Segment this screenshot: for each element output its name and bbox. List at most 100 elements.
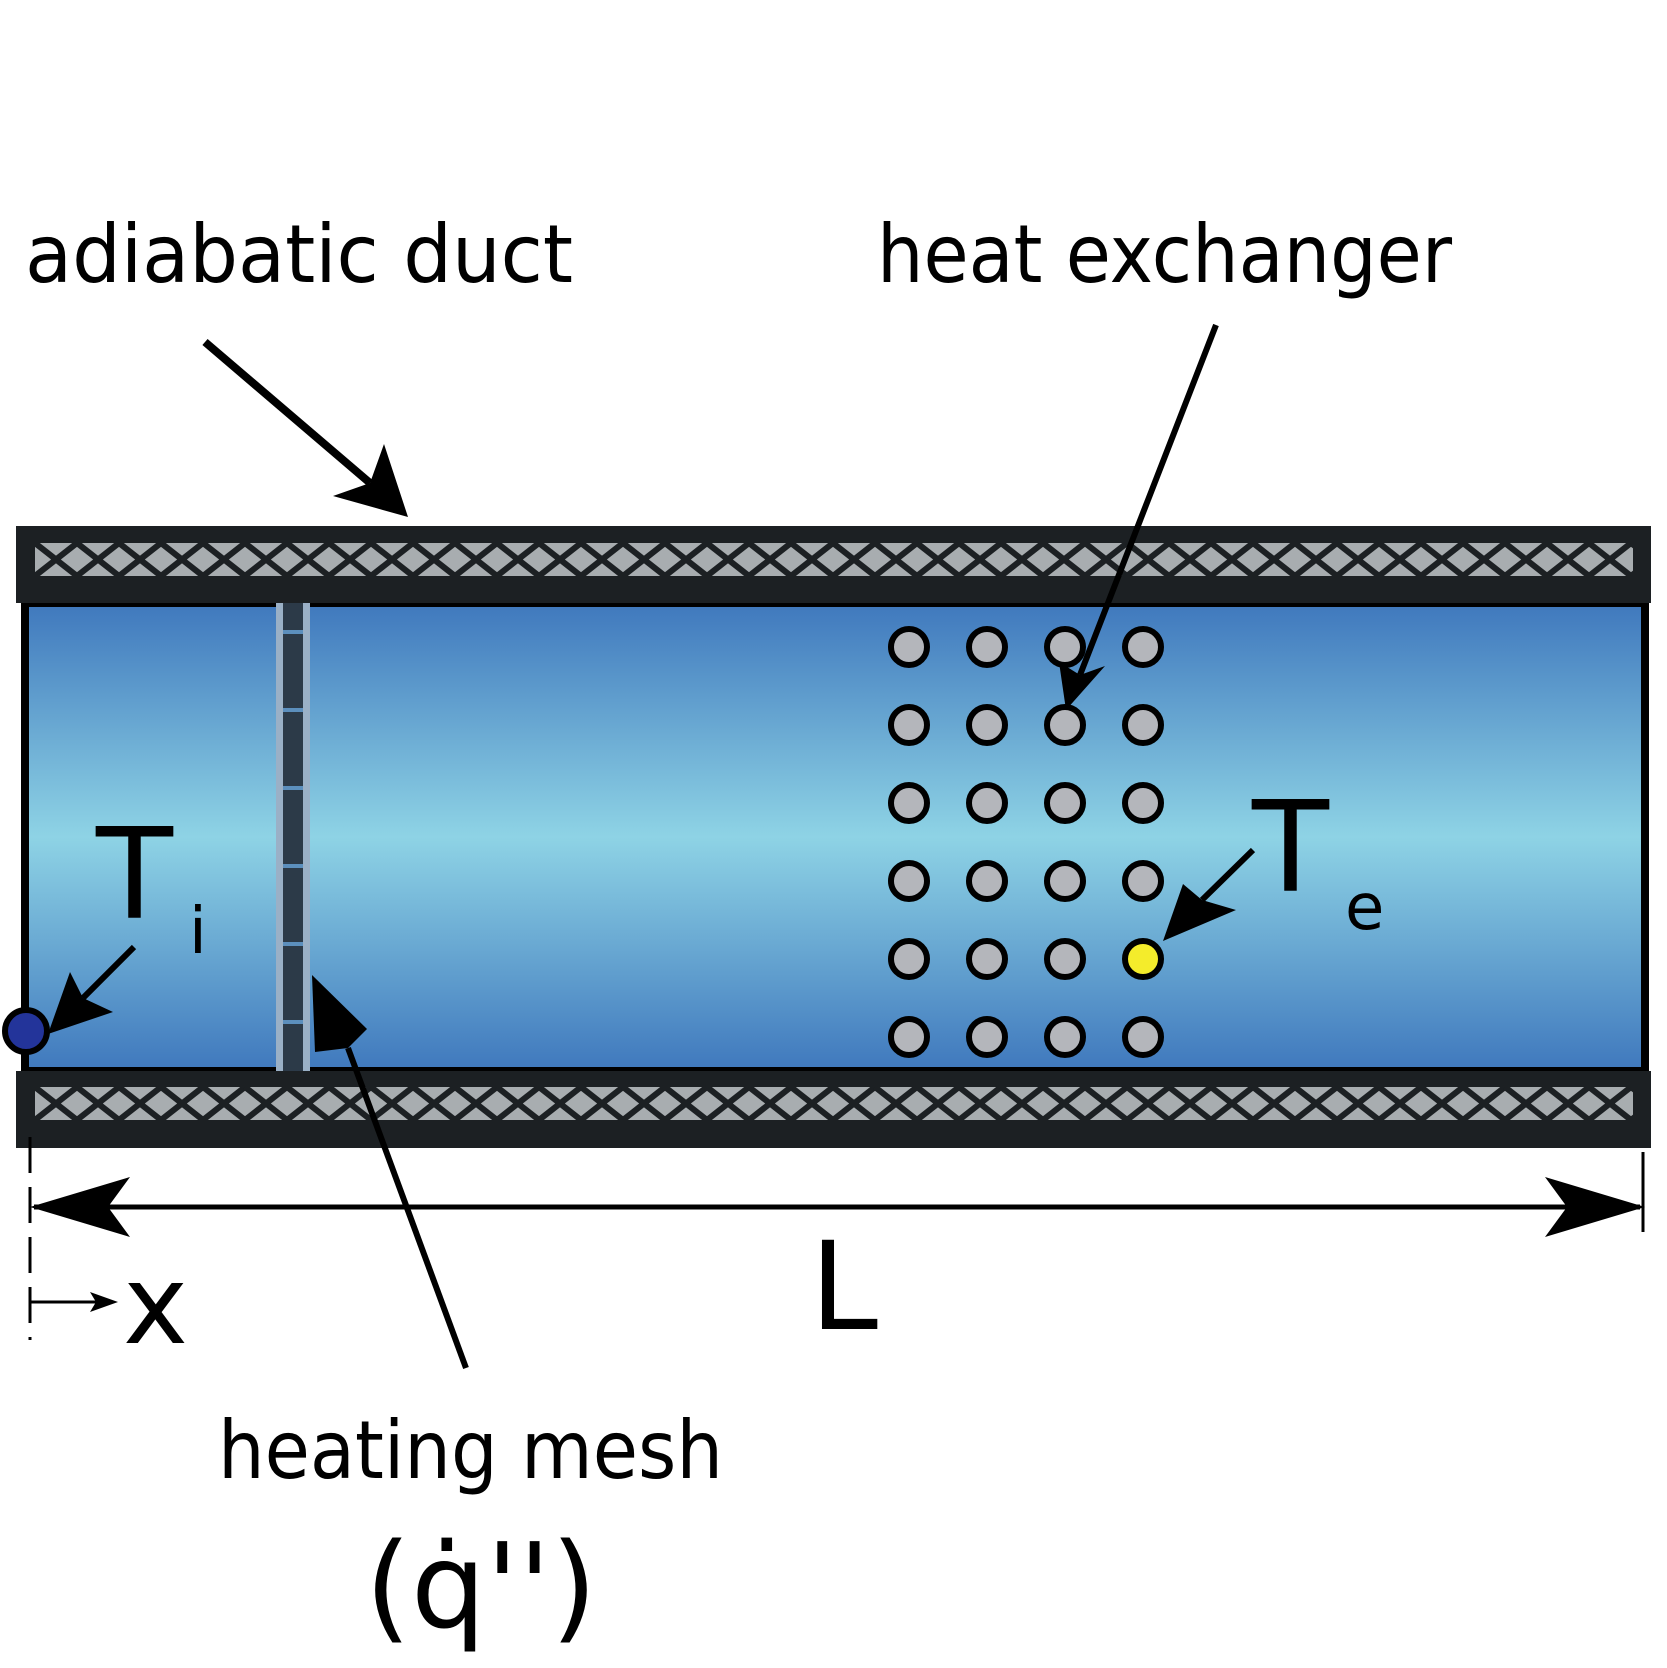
position-arrow <box>30 1292 118 1312</box>
mesh-wire <box>283 630 303 634</box>
wall-hatch-line <box>201 1087 247 1120</box>
wall-hatch-line <box>1293 543 1339 576</box>
wall-hatch-line <box>663 543 709 576</box>
wall-hatch-line <box>1125 543 1171 576</box>
position-label: x <box>123 1241 188 1369</box>
mesh-wire <box>283 864 303 868</box>
wall-hatch-line <box>1377 543 1423 576</box>
heat-exchanger-tube <box>1044 860 1086 902</box>
wall-hatch-line <box>369 543 415 576</box>
wall-hatch-line <box>999 1087 1045 1120</box>
wall-hatch-line <box>159 1087 205 1120</box>
wall-hatch-line <box>1293 1087 1339 1120</box>
wall-hatch-line <box>831 543 877 576</box>
heat-exchanger-label: heat exchanger <box>877 208 1452 301</box>
wall-hatch-line <box>1251 543 1297 576</box>
exit-temperature-point <box>1122 938 1164 980</box>
exit-temperature-arrow <box>1163 847 1256 941</box>
mesh-wire <box>283 708 303 712</box>
wall-hatch-line <box>369 1087 415 1120</box>
wall-hatch-line <box>1125 1087 1171 1120</box>
mesh-wire <box>283 1020 303 1024</box>
heat-exchanger-tube <box>966 782 1008 824</box>
wall-hatch-line <box>1377 1087 1423 1120</box>
wall-hatch-line <box>621 543 667 576</box>
wall-hatch-line <box>1587 543 1633 576</box>
wall-hatch-line <box>495 543 541 576</box>
wall-hatch-line <box>453 543 499 576</box>
wall-hatch-line <box>1083 1087 1129 1120</box>
wall-hatch-line <box>999 543 1045 576</box>
heat-exchanger-tube <box>966 704 1008 746</box>
heat-exchanger-tube <box>1044 704 1086 746</box>
heat-flux-label: (q̇'') <box>365 1517 597 1655</box>
heat-exchanger-arrow <box>1059 323 1219 710</box>
inlet-temperature-arrow <box>48 944 137 1034</box>
wall-hatch-line <box>789 543 835 576</box>
heat-exchanger-tube <box>1122 626 1164 668</box>
heat-exchanger-tube <box>966 938 1008 980</box>
wall-hatch-line <box>957 1087 1003 1120</box>
heat-exchanger-tube <box>1122 1016 1164 1058</box>
heat-exchanger-tube <box>966 1016 1008 1058</box>
wall-hatch-line <box>117 543 163 576</box>
adiabatic-duct-label: adiabatic duct <box>25 208 573 301</box>
wall-hatch-line <box>1419 1087 1465 1120</box>
wall-hatch-line <box>579 543 625 576</box>
wall-hatch-line <box>1041 543 1087 576</box>
wall-hatch-line <box>1251 1087 1297 1120</box>
length-label: L <box>810 1216 878 1358</box>
wall-hatch-line <box>285 543 331 576</box>
heat-exchanger-tube-bank <box>888 626 1164 1058</box>
heating-mesh-label: heating mesh <box>218 1404 723 1497</box>
heat-exchanger-tube <box>1122 782 1164 824</box>
wall-hatch-line <box>35 543 79 576</box>
wall-hatch-line <box>285 1087 331 1120</box>
wall-hatch-line <box>1335 1087 1381 1120</box>
wall-hatch-line <box>747 543 793 576</box>
heat-exchanger-tube <box>1044 782 1086 824</box>
wall-hatch-line <box>35 1087 79 1120</box>
wall-hatch-line <box>1503 1087 1549 1120</box>
wall-hatch-line <box>1335 543 1381 576</box>
wall-hatch-line <box>537 543 583 576</box>
heat-exchanger-tube <box>888 938 930 980</box>
wall-hatch-line <box>411 543 457 576</box>
wall-hatch-line <box>75 543 121 576</box>
wall-hatch-line <box>1503 543 1549 576</box>
length-dimension <box>28 1137 1645 1340</box>
heat-exchanger-tube <box>1044 626 1086 668</box>
wall-hatch-line <box>915 1087 961 1120</box>
wall-hatch-line <box>1419 543 1465 576</box>
wall-hatch-line <box>705 1087 751 1120</box>
exit-temperature-subscript: e <box>1345 871 1384 945</box>
adiabatic-duct-arrow <box>202 338 408 517</box>
wall-hatch-line <box>663 1087 709 1120</box>
wall-hatch-line <box>327 543 373 576</box>
wall-hatch-line <box>1167 543 1213 576</box>
wall-hatch-line <box>915 543 961 576</box>
wall-hatch-line <box>789 1087 835 1120</box>
heat-exchanger-tube <box>888 626 930 668</box>
wall-hatch-line <box>705 543 751 576</box>
wall-hatch-line <box>621 1087 667 1120</box>
wall-hatch-line <box>1167 1087 1213 1120</box>
exit-temperature-symbol: T <box>1251 774 1330 921</box>
wall-hatch-line <box>537 1087 583 1120</box>
leader-arrows <box>48 323 1256 1370</box>
wall-hatch-line <box>1545 543 1591 576</box>
wall-hatch-line <box>453 1087 499 1120</box>
wall-hatch-line <box>873 1087 919 1120</box>
wall-hatch-line <box>747 1087 793 1120</box>
fluid-flow-region <box>21 599 1649 1075</box>
wall-hatch-line <box>117 1087 163 1120</box>
heat-exchanger-tube <box>966 860 1008 902</box>
wall-hatch-line <box>957 543 1003 576</box>
wall-hatch-line <box>411 1087 457 1120</box>
mesh-wire <box>283 942 303 946</box>
wall-hatch-line <box>1461 1087 1507 1120</box>
heat-exchanger-tube <box>1122 860 1164 902</box>
mesh-wire <box>283 786 303 790</box>
heat-exchanger-tube <box>888 704 930 746</box>
heat-exchanger-tube <box>1122 704 1164 746</box>
